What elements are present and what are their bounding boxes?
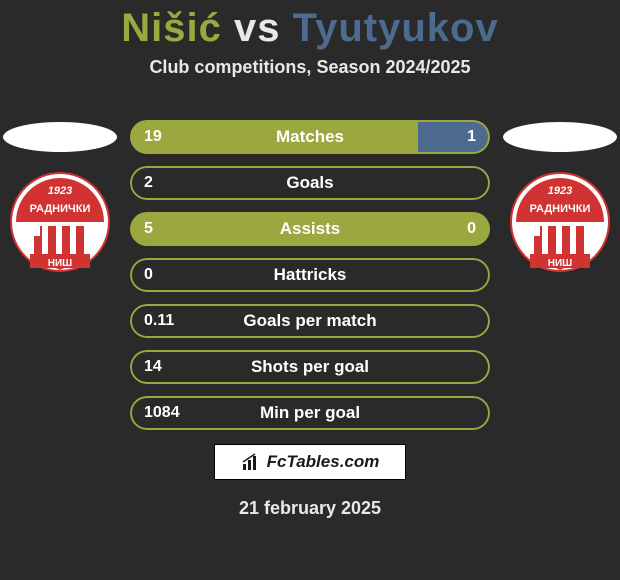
attribution-box: FcTables.com [214,444,406,480]
stat-label: Assists [130,219,490,239]
stat-row: 2Goals [130,166,490,200]
player2-ellipse [503,122,617,152]
player1-club-badge: 1923 РАДНИЧКИ НИШ [10,172,110,272]
stat-value-right: 0 [467,220,476,238]
stat-row: 0.11Goals per match [130,304,490,338]
svg-text:НИШ: НИШ [548,258,572,269]
player2-club-badge: 1923 РАДНИЧКИ НИШ [510,172,610,272]
svg-text:1923: 1923 [548,185,572,197]
stat-label: Goals [130,173,490,193]
player1-name: Nišić [121,6,222,50]
stat-value-right: 1 [467,128,476,146]
stat-label: Goals per match [130,311,490,331]
date-label: 21 february 2025 [0,498,620,519]
player1-ellipse [3,122,117,152]
svg-text:РАДНИЧКИ: РАДНИЧКИ [530,203,591,215]
chart-icon [241,452,261,472]
stat-row: 19Matches1 [130,120,490,154]
stat-row: 14Shots per goal [130,350,490,384]
stat-label: Shots per goal [130,357,490,377]
svg-text:1923: 1923 [48,185,72,197]
vs-separator: vs [234,6,281,50]
stats-bars: 19Matches12Goals5Assists00Hattricks0.11G… [130,120,490,442]
attribution-text: FcTables.com [267,452,380,472]
stat-row: 5Assists0 [130,212,490,246]
stat-label: Hattricks [130,265,490,285]
svg-text:РАДНИЧКИ: РАДНИЧКИ [30,203,91,215]
subtitle: Club competitions, Season 2024/2025 [0,57,620,78]
stat-label: Matches [130,127,490,147]
player2-name: Tyutyukov [293,6,499,50]
svg-text:НИШ: НИШ [48,258,72,269]
stat-row: 1084Min per goal [130,396,490,430]
stat-label: Min per goal [130,403,490,423]
stat-row: 0Hattricks [130,258,490,292]
comparison-title: Nišić vs Tyutyukov [0,0,620,51]
